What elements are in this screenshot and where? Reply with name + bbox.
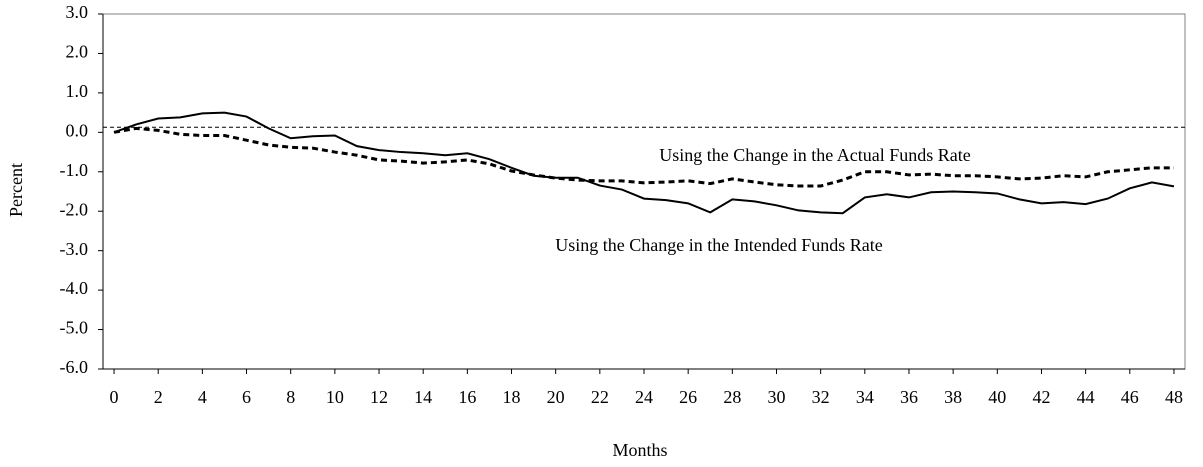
y-tick-label: -1.0 [60, 160, 89, 180]
y-tick-label: -2.0 [60, 199, 89, 219]
y-tick-label: 1.0 [66, 81, 89, 101]
x-tick-label: 26 [679, 387, 697, 407]
y-tick-label: 2.0 [66, 42, 89, 62]
x-tick-label: 34 [856, 387, 874, 407]
x-tick-label: 32 [812, 387, 830, 407]
x-tick-label: 8 [286, 387, 295, 407]
x-tick-label: 12 [370, 387, 388, 407]
x-tick-label: 46 [1121, 387, 1139, 407]
x-tick-label: 22 [591, 387, 609, 407]
x-tick-label: 14 [414, 387, 432, 407]
x-tick-label: 38 [944, 387, 962, 407]
x-tick-label: 10 [326, 387, 344, 407]
series-line [113, 126, 1174, 188]
x-tick-label: 40 [988, 387, 1006, 407]
x-tick-label: 42 [1032, 387, 1050, 407]
x-tick-label: 44 [1077, 387, 1095, 407]
x-tick-label: 16 [458, 387, 476, 407]
x-tick-label: 6 [242, 387, 251, 407]
x-tick-label: 28 [723, 387, 741, 407]
y-tick-label: 0.0 [66, 120, 89, 140]
annotation: Using the Change in the Actual Funds Rat… [659, 145, 970, 165]
y-tick-label: 3.0 [66, 2, 89, 22]
plot-frame [102, 13, 1186, 370]
series-line [113, 111, 1175, 215]
x-tick-label: 20 [547, 387, 565, 407]
y-tick-label: -6.0 [60, 357, 89, 377]
y-tick-label: -5.0 [60, 318, 89, 338]
x-tick-label: 30 [767, 387, 785, 407]
x-tick-label: 48 [1165, 387, 1183, 407]
y-tick-label: -4.0 [60, 278, 89, 298]
x-tick-label: 18 [503, 387, 521, 407]
x-tick-label: 36 [900, 387, 918, 407]
x-tick-label: 24 [635, 387, 653, 407]
y-tick-label: -3.0 [60, 239, 89, 259]
x-tick-label: 2 [154, 387, 163, 407]
x-tick-label: 0 [110, 387, 119, 407]
x-tick-label: 4 [198, 387, 207, 407]
y-axis-label: Percent [6, 163, 26, 217]
x-axis-label: Months [612, 440, 667, 460]
annotation: Using the Change in the Intended Funds R… [555, 235, 882, 255]
